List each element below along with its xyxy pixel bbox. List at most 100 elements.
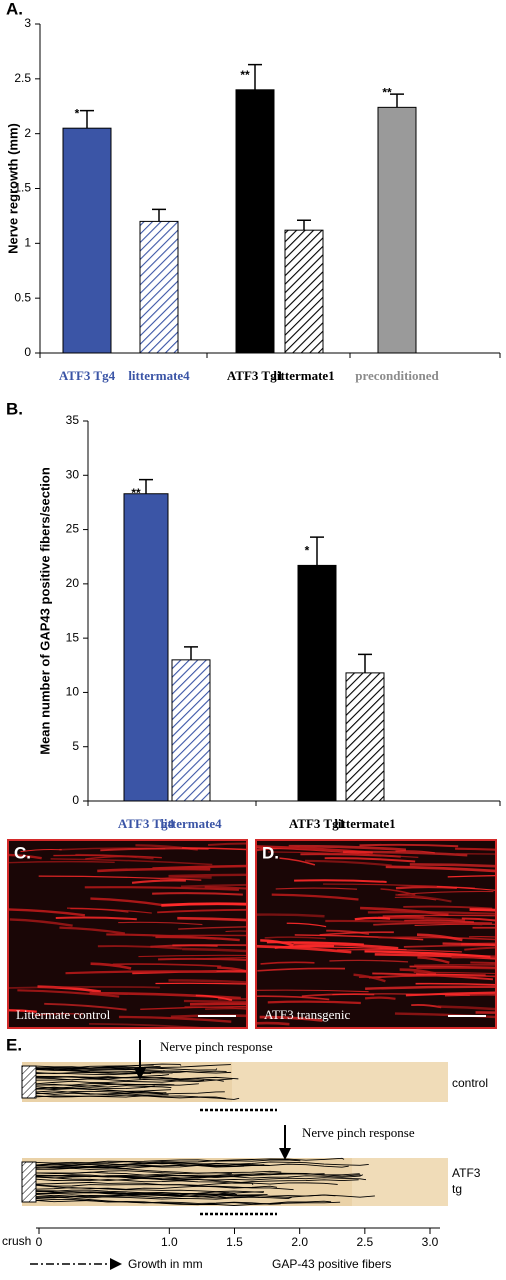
streak (447, 874, 496, 878)
streak (293, 942, 399, 950)
streak (417, 956, 450, 964)
streak (8, 853, 42, 860)
bar (235, 89, 275, 354)
significance: ** (240, 68, 250, 82)
fiber (35, 1077, 233, 1082)
arrow-head (134, 1068, 146, 1080)
streak (131, 879, 186, 884)
streak (279, 857, 316, 866)
streak (178, 926, 247, 930)
streak (395, 893, 452, 903)
streak (403, 905, 493, 910)
streak (404, 919, 474, 923)
fiber (35, 1095, 240, 1100)
streak (84, 886, 239, 891)
fiber (35, 1179, 359, 1187)
streak (259, 1015, 323, 1022)
streak (394, 896, 437, 901)
streak (20, 848, 62, 853)
streak (152, 892, 243, 896)
streak (55, 916, 137, 921)
streak (395, 850, 435, 854)
streak (158, 957, 247, 962)
streak (354, 916, 391, 921)
streak (409, 863, 496, 868)
x-tick-label: ATF3 Tg4 (59, 368, 116, 383)
streak (470, 961, 496, 965)
streak (436, 886, 496, 891)
streak (337, 948, 462, 953)
streak (472, 926, 496, 929)
streak (17, 989, 120, 998)
fiber (35, 1178, 254, 1186)
bar (284, 229, 324, 354)
streak (168, 873, 247, 878)
x-tick-label: ATF3 Tg1 (289, 816, 345, 831)
x-tick-label: 0 (36, 1235, 43, 1249)
streak (319, 931, 394, 936)
streak (288, 844, 407, 852)
y-tick-label: 2 (24, 126, 31, 140)
fibers (35, 1157, 375, 1206)
fiber (35, 1157, 345, 1167)
legend-text: Growth in mm (128, 1257, 203, 1271)
streak (85, 855, 137, 860)
y-tick-label: 0 (72, 793, 79, 807)
fiber (35, 1085, 155, 1090)
streak (75, 853, 154, 860)
crush-site (21, 1161, 37, 1203)
streak (8, 986, 160, 989)
fiber-streaks (256, 843, 496, 1026)
streak (451, 955, 496, 959)
streak (469, 908, 496, 912)
streak (50, 858, 213, 866)
fiber (35, 1161, 369, 1169)
arrow-head (279, 1148, 291, 1160)
error-bar (297, 219, 311, 231)
x-tick-label: littermate4 (128, 368, 190, 383)
streak (172, 944, 247, 947)
streak (304, 859, 392, 867)
streak (398, 890, 494, 896)
fiber (35, 1071, 186, 1074)
y-tick-label: 0 (24, 345, 31, 359)
streak (182, 947, 247, 953)
row-label: tg (452, 1182, 462, 1196)
bar (171, 659, 211, 802)
y-tick-label: 3 (24, 16, 31, 30)
y-tick-label: 5 (72, 739, 79, 753)
fiber (35, 1090, 169, 1096)
error-bar (248, 63, 262, 90)
streak (38, 875, 202, 881)
streak (118, 921, 203, 926)
streak (286, 922, 327, 928)
streak (271, 893, 359, 901)
streak (157, 908, 247, 914)
streak (364, 950, 491, 958)
streak (155, 935, 240, 942)
x-tick-label: 3.0 (422, 1235, 439, 1249)
error-bar (152, 208, 166, 222)
streak (444, 993, 496, 997)
bar (345, 672, 385, 802)
streak (413, 971, 496, 975)
streak (112, 963, 222, 968)
x-tick-label: littermate4 (160, 816, 222, 831)
streak (380, 888, 416, 896)
streak (456, 853, 496, 855)
panel-label: C. (14, 843, 31, 862)
streak (59, 926, 126, 935)
legend-text: GAP-43 positive fibers (272, 1257, 391, 1271)
streak (195, 994, 233, 1001)
streak (260, 961, 315, 965)
error-bar (80, 109, 94, 129)
streak (8, 1009, 37, 1013)
streak (403, 944, 496, 948)
streak (399, 968, 437, 975)
streak (9, 918, 73, 927)
error-bar (390, 93, 404, 108)
row-label: control (452, 1076, 488, 1090)
significance: ** (382, 86, 392, 100)
fiber (35, 1083, 172, 1088)
